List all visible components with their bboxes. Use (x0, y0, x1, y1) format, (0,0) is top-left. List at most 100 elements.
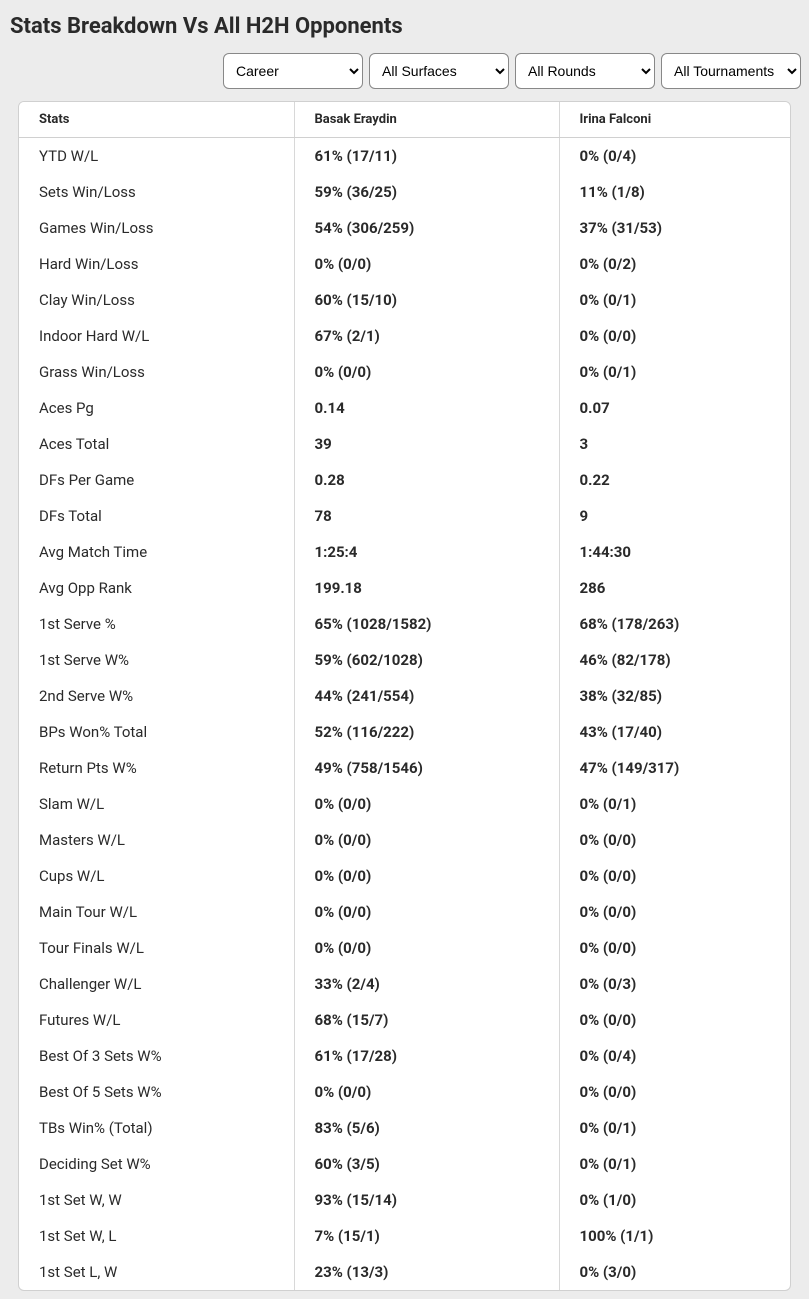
table-row: Clay Win/Loss60% (15/10)0% (0/1) (19, 282, 790, 318)
stat-value-player1: 0% (0/0) (294, 354, 559, 390)
stat-value-player1: 199.18 (294, 570, 559, 606)
table-row: Futures W/L68% (15/7)0% (0/0) (19, 1002, 790, 1038)
stat-value-player1: 7% (15/1) (294, 1218, 559, 1254)
stat-label: DFs Per Game (19, 462, 294, 498)
table-row: Avg Opp Rank199.18286 (19, 570, 790, 606)
stat-value-player2: 0% (0/0) (559, 1074, 790, 1110)
table-row: Best Of 5 Sets W%0% (0/0)0% (0/0) (19, 1074, 790, 1110)
table-row: Slam W/L0% (0/0)0% (0/1) (19, 786, 790, 822)
table-row: Deciding Set W%60% (3/5)0% (0/1) (19, 1146, 790, 1182)
stat-value-player1: 23% (13/3) (294, 1254, 559, 1290)
stat-value-player1: 33% (2/4) (294, 966, 559, 1002)
stat-value-player2: 38% (32/85) (559, 678, 790, 714)
table-row: Masters W/L0% (0/0)0% (0/0) (19, 822, 790, 858)
stat-value-player1: 83% (5/6) (294, 1110, 559, 1146)
stat-value-player2: 0% (0/2) (559, 246, 790, 282)
stat-value-player2: 9 (559, 498, 790, 534)
table-row: Tour Finals W/L0% (0/0)0% (0/0) (19, 930, 790, 966)
stat-label: Tour Finals W/L (19, 930, 294, 966)
stat-label: Cups W/L (19, 858, 294, 894)
stat-value-player2: 0% (1/0) (559, 1182, 790, 1218)
stat-value-player2: 0% (0/0) (559, 894, 790, 930)
table-row: Return Pts W%49% (758/1546)47% (149/317) (19, 750, 790, 786)
stat-value-player2: 43% (17/40) (559, 714, 790, 750)
table-row: BPs Won% Total52% (116/222)43% (17/40) (19, 714, 790, 750)
stat-value-player1: 65% (1028/1582) (294, 606, 559, 642)
table-row: DFs Per Game0.280.22 (19, 462, 790, 498)
surfaces-select[interactable]: All Surfaces (369, 53, 509, 89)
stat-value-player1: 60% (15/10) (294, 282, 559, 318)
stat-label: Indoor Hard W/L (19, 318, 294, 354)
stat-value-player1: 93% (15/14) (294, 1182, 559, 1218)
stat-label: Masters W/L (19, 822, 294, 858)
stat-value-player1: 39 (294, 426, 559, 462)
stat-value-player2: 1:44:30 (559, 534, 790, 570)
table-row: Games Win/Loss54% (306/259)37% (31/53) (19, 210, 790, 246)
stat-label: Aces Total (19, 426, 294, 462)
stat-value-player2: 0% (0/4) (559, 138, 790, 175)
stat-label: 1st Serve % (19, 606, 294, 642)
stat-label: Challenger W/L (19, 966, 294, 1002)
table-row: Sets Win/Loss59% (36/25)11% (1/8) (19, 174, 790, 210)
stat-label: Sets Win/Loss (19, 174, 294, 210)
stat-label: Avg Match Time (19, 534, 294, 570)
stat-label: DFs Total (19, 498, 294, 534)
stat-label: Main Tour W/L (19, 894, 294, 930)
stat-value-player2: 0.22 (559, 462, 790, 498)
stat-value-player1: 52% (116/222) (294, 714, 559, 750)
col-header-player1: Basak Eraydin (294, 102, 559, 138)
table-row: 2nd Serve W%44% (241/554)38% (32/85) (19, 678, 790, 714)
career-select[interactable]: Career (223, 53, 363, 89)
table-row: Cups W/L0% (0/0)0% (0/0) (19, 858, 790, 894)
col-header-player2: Irina Falconi (559, 102, 790, 138)
table-row: 1st Set L, W23% (13/3)0% (3/0) (19, 1254, 790, 1290)
table-row: 1st Set W, L7% (15/1)100% (1/1) (19, 1218, 790, 1254)
table-row: Best Of 3 Sets W%61% (17/28)0% (0/4) (19, 1038, 790, 1074)
stat-value-player2: 100% (1/1) (559, 1218, 790, 1254)
stat-value-player1: 68% (15/7) (294, 1002, 559, 1038)
stat-value-player1: 67% (2/1) (294, 318, 559, 354)
stat-value-player2: 0% (0/1) (559, 1110, 790, 1146)
stat-value-player1: 61% (17/28) (294, 1038, 559, 1074)
stat-label: 1st Serve W% (19, 642, 294, 678)
table-row: 1st Serve W%59% (602/1028)46% (82/178) (19, 642, 790, 678)
stats-table-container: Stats Basak Eraydin Irina Falconi YTD W/… (18, 101, 791, 1291)
table-row: 1st Serve %65% (1028/1582)68% (178/263) (19, 606, 790, 642)
tournaments-select[interactable]: All Tournaments (661, 53, 801, 89)
rounds-select[interactable]: All Rounds (515, 53, 655, 89)
stat-label: YTD W/L (19, 138, 294, 175)
stat-value-player1: 59% (602/1028) (294, 642, 559, 678)
table-row: TBs Win% (Total)83% (5/6)0% (0/1) (19, 1110, 790, 1146)
stat-value-player2: 0% (0/0) (559, 318, 790, 354)
stat-value-player1: 60% (3/5) (294, 1146, 559, 1182)
table-row: Grass Win/Loss0% (0/0)0% (0/1) (19, 354, 790, 390)
stat-value-player1: 44% (241/554) (294, 678, 559, 714)
stat-value-player2: 0% (0/0) (559, 1002, 790, 1038)
stat-label: BPs Won% Total (19, 714, 294, 750)
stat-value-player1: 59% (36/25) (294, 174, 559, 210)
stat-value-player1: 1:25:4 (294, 534, 559, 570)
stats-table: Stats Basak Eraydin Irina Falconi YTD W/… (19, 102, 790, 1290)
table-row: Aces Pg0.140.07 (19, 390, 790, 426)
stat-value-player2: 0% (0/1) (559, 282, 790, 318)
stat-value-player2: 0% (0/0) (559, 858, 790, 894)
stat-value-player2: 0% (3/0) (559, 1254, 790, 1290)
stat-label: Futures W/L (19, 1002, 294, 1038)
page-title: Stats Breakdown Vs All H2H Opponents (10, 14, 801, 39)
table-row: Indoor Hard W/L67% (2/1)0% (0/0) (19, 318, 790, 354)
stat-value-player2: 286 (559, 570, 790, 606)
stat-value-player2: 0% (0/3) (559, 966, 790, 1002)
stat-value-player2: 0% (0/0) (559, 930, 790, 966)
table-row: Challenger W/L33% (2/4)0% (0/3) (19, 966, 790, 1002)
stat-label: TBs Win% (Total) (19, 1110, 294, 1146)
stat-value-player2: 47% (149/317) (559, 750, 790, 786)
stat-value-player2: 0.07 (559, 390, 790, 426)
stat-value-player1: 78 (294, 498, 559, 534)
stat-value-player2: 0% (0/4) (559, 1038, 790, 1074)
table-row: Avg Match Time1:25:41:44:30 (19, 534, 790, 570)
stat-label: Deciding Set W% (19, 1146, 294, 1182)
stat-label: Best Of 5 Sets W% (19, 1074, 294, 1110)
stat-value-player2: 0% (0/1) (559, 786, 790, 822)
filters-bar: Career All Surfaces All Rounds All Tourn… (8, 53, 801, 89)
stat-value-player2: 0% (0/1) (559, 1146, 790, 1182)
